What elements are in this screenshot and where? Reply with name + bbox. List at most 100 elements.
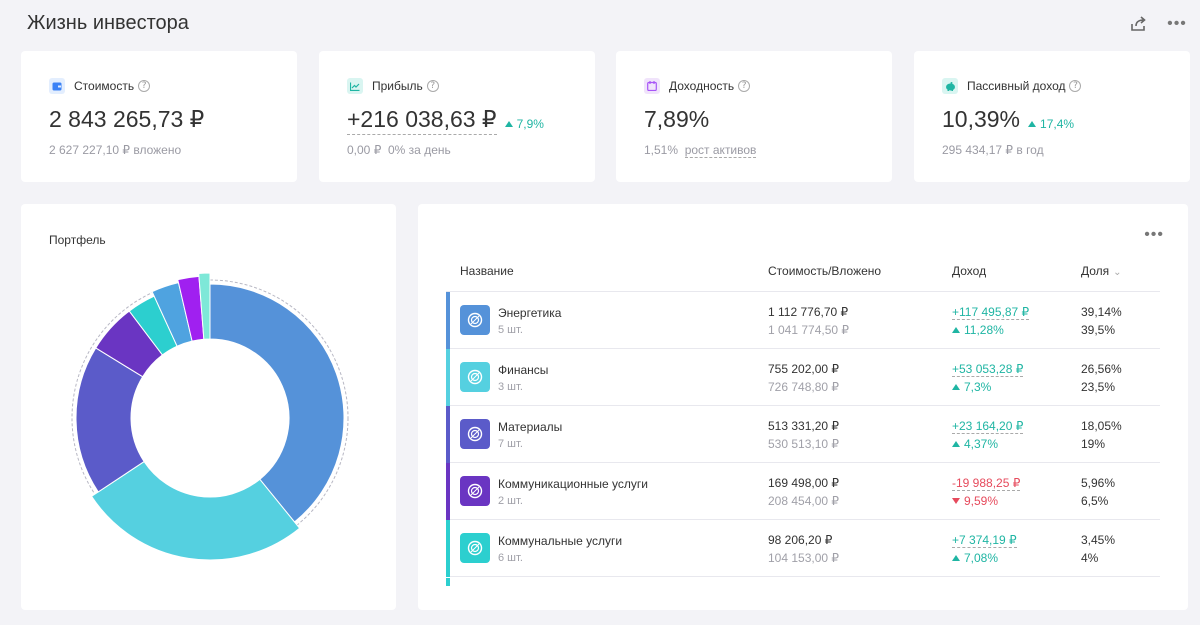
table-row[interactable]: Материалы 7 шт. 513 331,20 ₽ 530 513,10 ₽ +2… <box>446 406 1160 463</box>
row-income-amount: +117 495,87 ₽ <box>952 305 1030 320</box>
row-invested: 530 513,10 ₽ <box>768 437 840 451</box>
row-color-bar <box>446 349 450 406</box>
donut-slice[interactable] <box>90 460 301 561</box>
more-menu-button[interactable]: ••• <box>1167 14 1187 34</box>
share-button[interactable] <box>1129 14 1149 34</box>
row-income[interactable]: +23 164,20 ₽ <box>952 419 1024 434</box>
column-header-cost[interactable]: Стоимость/Вложено <box>768 264 882 278</box>
row-sector-name: Коммунальные услуги <box>498 534 623 548</box>
sector-icon <box>460 476 490 506</box>
asset-growth-link[interactable]: рост активов <box>684 143 757 158</box>
sector-icon <box>460 419 490 449</box>
row-target-share: 23,5% <box>1081 380 1116 394</box>
arrow-up-icon <box>504 121 513 127</box>
row-cost: 513 331,20 ₽ <box>768 419 840 433</box>
row-target-share: 4% <box>1081 551 1099 565</box>
row-color-bar <box>446 520 450 577</box>
table-more-button[interactable]: ••• <box>1144 226 1164 244</box>
row-share: 3,45% <box>1081 533 1116 547</box>
row-share: 5,96% <box>1081 476 1116 490</box>
row-sector-name: Энергетика <box>498 306 562 320</box>
row-income-amount: -19 988,25 ₽ <box>952 476 1021 491</box>
arrow-up-icon <box>1028 121 1037 127</box>
stat-value-yield: 7,89% <box>644 106 710 132</box>
header-actions: ••• <box>1129 14 1187 34</box>
share-icon <box>1131 16 1146 31</box>
stat-sub-profit: 0,00 ₽ 0% за день <box>347 143 567 157</box>
stat-value-cost: 2 843 265,73 ₽ <box>49 106 205 132</box>
table-row[interactable]: Коммунальные услуги 6 шт. 98 206,20 ₽ 104 1… <box>446 520 1160 577</box>
row-target-share: 39,5% <box>1081 323 1116 337</box>
row-quantity: 6 шт. <box>498 552 523 564</box>
row-invested: 1 041 774,50 ₽ <box>768 323 850 337</box>
stat-label-passive: Пассивный доход <box>967 79 1066 93</box>
row-color-bar <box>446 406 450 463</box>
row-share: 26,56% <box>1081 362 1122 376</box>
table-row[interactable]: Энергетика 5 шт. 1 112 776,70 ₽ 1 041 774,5… <box>446 292 1160 349</box>
stat-value-profit[interactable]: +216 038,63 ₽ <box>347 106 497 135</box>
page-header: Жизнь инвестора ••• <box>27 12 1187 38</box>
portfolio-title: Портфель <box>49 233 106 247</box>
donut-slice[interactable] <box>209 283 345 523</box>
stat-label-cost: Стоимость <box>74 79 135 93</box>
stat-delta-profit: 7,9% <box>504 117 544 131</box>
stat-delta-value: 7,9% <box>516 117 544 131</box>
row-quantity: 7 шт. <box>498 438 523 450</box>
row-income[interactable]: +7 374,19 ₽ <box>952 533 1017 548</box>
column-header-income[interactable]: Доход <box>952 264 987 278</box>
arrow-up-icon <box>952 555 960 561</box>
help-icon[interactable]: ? <box>426 80 439 92</box>
stat-card-passive: Пассивный доход ? 10,39% 17,4% 295 434,1… <box>914 51 1190 182</box>
stat-label-profit: Прибыль <box>372 79 423 93</box>
help-icon[interactable]: ? <box>738 80 751 92</box>
sector-icon <box>460 533 490 563</box>
stat-sub-passive: 295 434,17 ₽ в год <box>942 143 1044 157</box>
piggy-bank-icon <box>942 78 958 94</box>
sector-icon <box>460 305 490 335</box>
row-invested: 104 153,00 ₽ <box>768 551 840 565</box>
portfolio-card: Портфель <box>21 204 396 610</box>
calendar-icon <box>644 78 660 94</box>
row-color-bar <box>446 578 450 586</box>
arrow-down-icon <box>952 498 960 504</box>
row-income-percent: 9,59% <box>952 494 998 508</box>
row-income[interactable]: +53 053,28 ₽ <box>952 362 1024 377</box>
column-header-share[interactable]: Доля ⌄ <box>1081 264 1122 278</box>
row-invested: 726 748,80 ₽ <box>768 380 840 394</box>
row-income-percent-value: 7,08% <box>964 551 999 565</box>
row-target-share: 19% <box>1081 437 1106 451</box>
row-sector-name: Финансы <box>498 363 549 377</box>
table-row[interactable]: Финансы 3 шт. 755 202,00 ₽ 726 748,80 ₽ +53 … <box>446 349 1160 406</box>
row-income[interactable]: +117 495,87 ₽ <box>952 305 1030 320</box>
row-cost: 169 498,00 ₽ <box>768 476 840 490</box>
row-share: 18,05% <box>1081 419 1122 433</box>
row-income-percent-value: 7,3% <box>964 380 992 394</box>
stat-card-profit: Прибыль ? +216 038,63 ₽ 7,9% 0,00 ₽ 0% з… <box>319 51 595 182</box>
row-cost: 755 202,00 ₽ <box>768 362 840 376</box>
help-icon[interactable]: ? <box>1069 80 1082 92</box>
stat-card-yield: Доходность ? 7,89% 1,51% рост активов <box>616 51 892 182</box>
table-header-divider <box>446 291 1160 292</box>
sector-icon <box>460 362 490 392</box>
portfolio-donut-chart <box>71 272 349 561</box>
stat-delta-passive: 17,4% <box>1028 117 1074 131</box>
row-income-percent-value: 4,37% <box>964 437 999 451</box>
column-header-name[interactable]: Название <box>460 264 514 278</box>
stat-sub-period: 0% за день <box>388 143 451 157</box>
donut-slice[interactable] <box>198 272 211 340</box>
table-row[interactable]: Коммуникационные услуги 2 шт. 169 498,00 ₽… <box>446 463 1160 520</box>
wallet-icon <box>49 78 65 94</box>
stat-sub-value: 1,51% <box>644 143 679 157</box>
arrow-up-icon <box>952 327 960 333</box>
row-color-bar <box>446 463 450 520</box>
row-sector-name: Материалы <box>498 420 563 434</box>
row-sector-name: Коммуникационные услуги <box>498 477 648 491</box>
more-dots-icon: ••• <box>1167 15 1187 32</box>
help-icon[interactable]: ? <box>138 80 151 92</box>
column-header-share-label: Доля <box>1081 264 1110 278</box>
chart-line-icon <box>347 78 363 94</box>
stat-sub-yield: 1,51% рост активов <box>644 143 864 158</box>
stat-sub-amount: 0,00 ₽ <box>347 143 382 157</box>
row-income[interactable]: -19 988,25 ₽ <box>952 476 1021 491</box>
row-cost: 1 112 776,70 ₽ <box>768 305 849 319</box>
